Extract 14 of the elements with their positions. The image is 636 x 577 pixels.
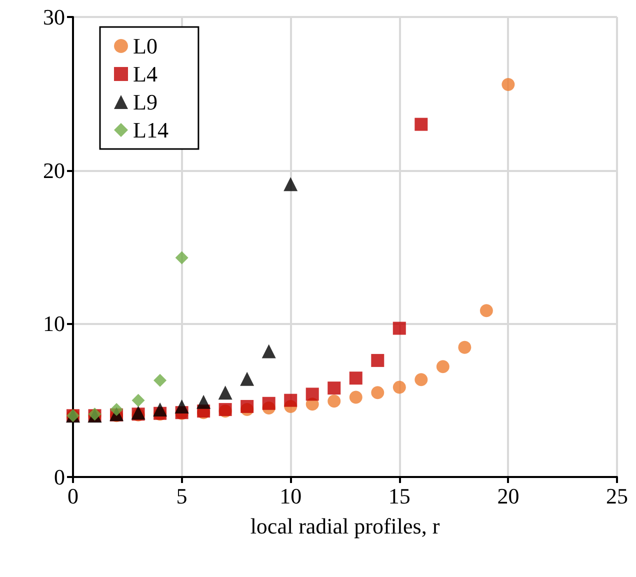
legend-label: L0 bbox=[133, 34, 158, 58]
x-axis-title: local radial profiles, r bbox=[250, 514, 440, 538]
y-tick-label: 20 bbox=[43, 158, 65, 183]
y-tick-label: 30 bbox=[43, 4, 65, 30]
legend-label: L4 bbox=[133, 62, 158, 86]
x-tick-label: 20 bbox=[497, 484, 520, 508]
x-tick-label: 25 bbox=[606, 484, 628, 508]
x-tick-label: 5 bbox=[176, 484, 188, 508]
legend-label: L14 bbox=[133, 118, 168, 142]
x-tick-label: 10 bbox=[280, 484, 302, 508]
legend-label: L9 bbox=[133, 90, 158, 114]
y-tick-label: 10 bbox=[43, 311, 65, 336]
x-tick-label: 15 bbox=[388, 484, 410, 508]
y-tick-label: 0 bbox=[54, 464, 65, 490]
